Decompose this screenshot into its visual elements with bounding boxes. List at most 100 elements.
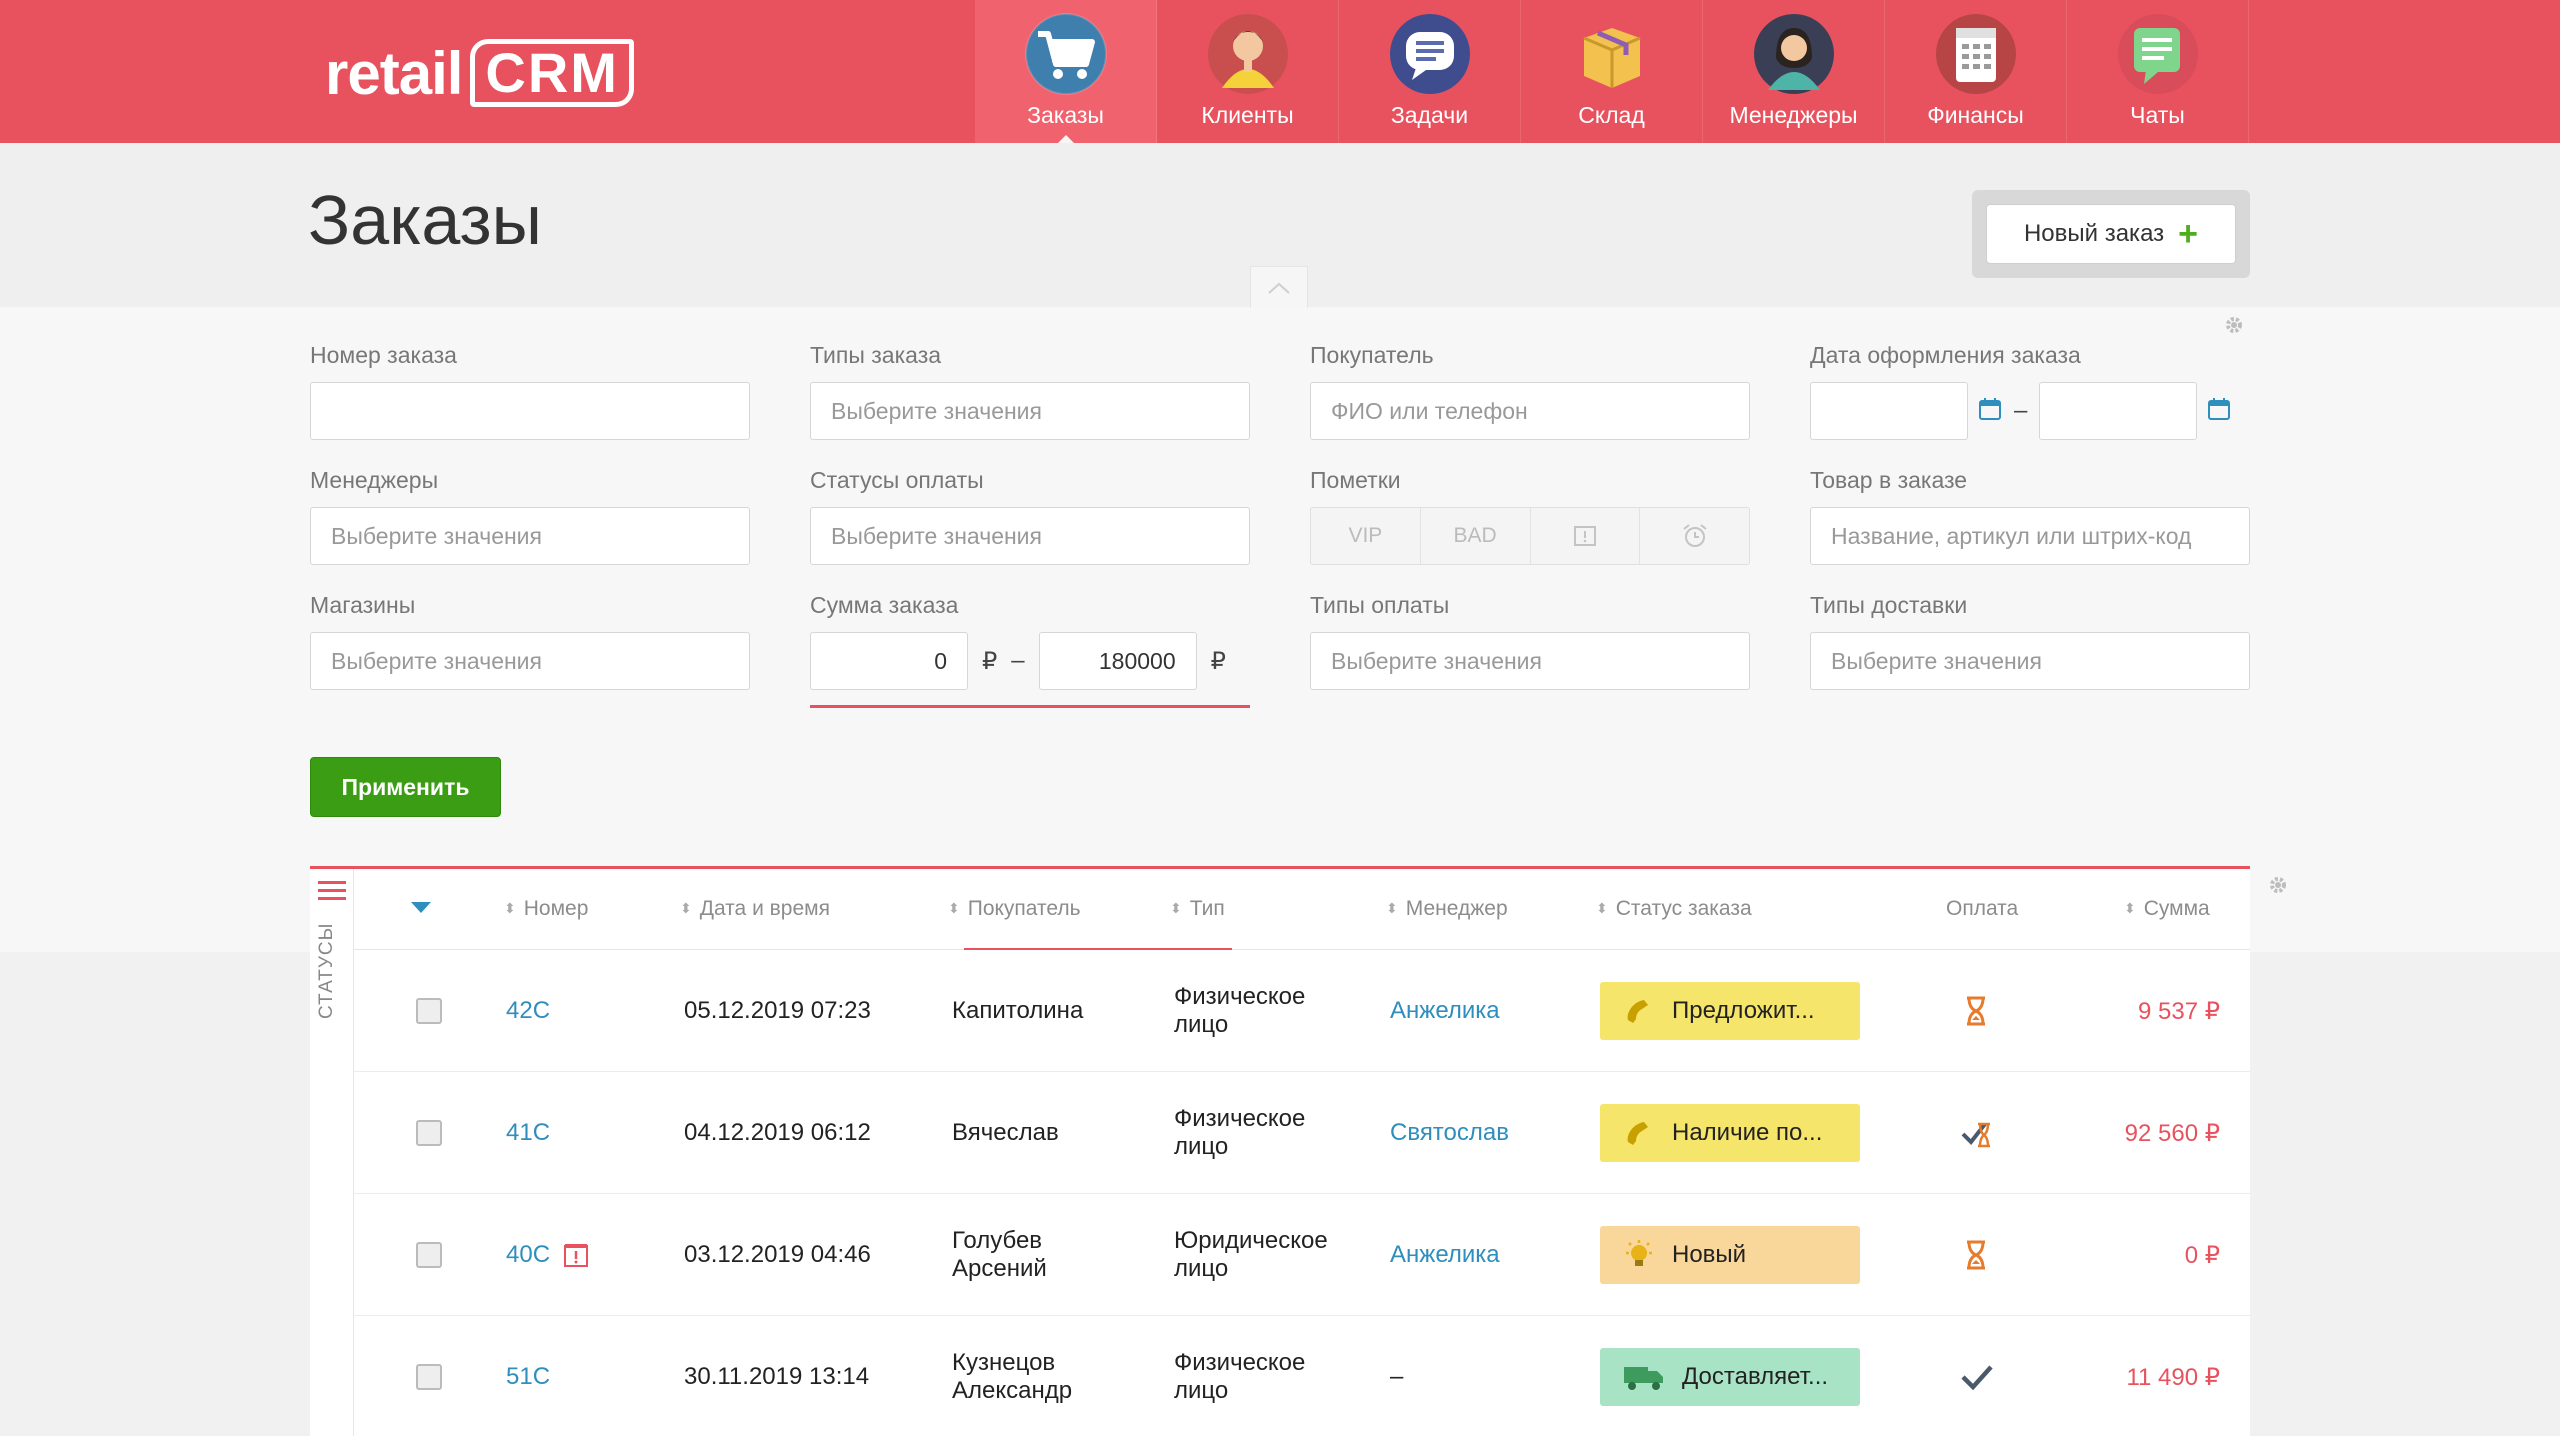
column-manager[interactable]: ⬍ Менеджер bbox=[1386, 897, 1508, 921]
row-checkbox[interactable] bbox=[416, 1194, 442, 1316]
table-row[interactable]: 41C 04.12.2019 06:12 Вячеслав Физическое… bbox=[354, 1072, 2250, 1194]
order-manager: – bbox=[1390, 1363, 1404, 1390]
caret-down-icon bbox=[411, 902, 431, 913]
select-column-toggle[interactable] bbox=[410, 897, 432, 921]
status-badge[interactable]: Доставляет... bbox=[1600, 1348, 1860, 1406]
plus-icon: + bbox=[2178, 215, 2199, 253]
retailcrm-logo[interactable]: retail CRM bbox=[325, 28, 634, 118]
new-order-button[interactable]: Новый заказ + bbox=[1986, 204, 2236, 264]
column-number[interactable]: ⬍ Номер bbox=[504, 897, 588, 921]
order-type: Физическое лицо bbox=[1174, 1349, 1306, 1404]
page-title: Заказы bbox=[308, 181, 542, 259]
nav-item-clients[interactable]: Клиенты bbox=[1157, 0, 1339, 143]
order-customer: Капитолина bbox=[952, 997, 1084, 1024]
column-status[interactable]: ⬍ Статус заказа bbox=[1596, 897, 1752, 921]
column-type[interactable]: ⬍ Тип bbox=[1170, 897, 1225, 921]
filter-order-sum: Сумма заказа 0 ₽ – 180000 ₽ bbox=[810, 592, 1250, 690]
order-type: Юридическое лицо bbox=[1174, 1227, 1328, 1282]
statuses-sidebar[interactable]: СТАТУСЫ bbox=[310, 869, 354, 1436]
order-status[interactable]: Новый bbox=[1600, 1194, 1860, 1316]
nav-item-warehouse[interactable]: Склад bbox=[1521, 0, 1703, 143]
column-label: Менеджер bbox=[1405, 897, 1508, 920]
calendar-icon[interactable] bbox=[1978, 397, 2002, 426]
filter-label: Типы заказа bbox=[810, 342, 942, 368]
column-datetime[interactable]: ⬍ Дата и время bbox=[680, 897, 830, 921]
order-manager-link[interactable]: Святослав bbox=[1390, 1119, 1509, 1146]
shops-select[interactable]: Выберите значения bbox=[310, 632, 750, 690]
new-order-label: Новый заказ bbox=[2023, 220, 2165, 247]
row-checkbox[interactable] bbox=[416, 1072, 442, 1194]
order-number-link[interactable]: 40C bbox=[506, 1241, 551, 1268]
order-manager-link[interactable]: Анжелика bbox=[1390, 1241, 1500, 1268]
column-customer[interactable]: ⬍ Покупатель bbox=[948, 897, 1081, 921]
order-number-link[interactable]: 42C bbox=[506, 997, 551, 1024]
filter-delivery-types: Типы доставки Выберите значения bbox=[1810, 592, 2250, 690]
managers-select[interactable]: Выберите значения bbox=[310, 507, 750, 565]
filter-label: Типы оплаты bbox=[1310, 592, 1450, 618]
table-row[interactable]: 42C 05.12.2019 07:23 Капитолина Физическ… bbox=[354, 950, 2250, 1072]
status-badge[interactable]: Предложит... bbox=[1600, 982, 1860, 1040]
row-checkbox[interactable] bbox=[416, 950, 442, 1072]
cart-icon bbox=[1024, 12, 1108, 96]
status-label: Новый bbox=[1672, 1241, 1747, 1268]
menu-icon[interactable] bbox=[318, 879, 346, 908]
mark-note-toggle[interactable] bbox=[1531, 508, 1641, 564]
truck-icon bbox=[1622, 1362, 1666, 1392]
delivery-types-select[interactable]: Выберите значения bbox=[1810, 632, 2250, 690]
nav-label: Клиенты bbox=[1201, 102, 1294, 128]
column-label: Статус заказа bbox=[1615, 897, 1752, 920]
order-types-select[interactable]: Выберите значения bbox=[810, 382, 1250, 440]
order-manager-link[interactable]: Анжелика bbox=[1390, 997, 1500, 1024]
sum-to-input[interactable]: 180000 bbox=[1038, 632, 1197, 690]
filter-label: Магазины bbox=[310, 592, 416, 618]
table-row[interactable]: 51C 30.11.2019 13:14 Кузнецов Александр … bbox=[354, 1316, 2250, 1436]
main-nav: Заказы Клиенты Задачи Склад Менеджеры bbox=[975, 0, 2249, 144]
column-sum[interactable]: ⬍ Сумма bbox=[2124, 897, 2210, 921]
apply-filters-button[interactable]: Применить bbox=[310, 757, 501, 817]
filter-label: Покупатель bbox=[1310, 342, 1434, 368]
date-to-input[interactable] bbox=[2039, 382, 2198, 440]
nav-item-finance[interactable]: Финансы bbox=[1885, 0, 2067, 143]
calendar-icon[interactable] bbox=[2207, 397, 2231, 426]
partial-paid-icon bbox=[1960, 1072, 1994, 1194]
gear-icon[interactable] bbox=[2224, 315, 2244, 340]
sum-separator: – bbox=[1011, 647, 1025, 674]
collapse-filters-tab[interactable] bbox=[1250, 266, 1308, 308]
filter-customer: Покупатель ФИО или телефон bbox=[1310, 342, 1750, 440]
row-checkbox[interactable] bbox=[416, 1316, 442, 1436]
check-icon bbox=[1960, 1316, 1994, 1436]
phone-icon bbox=[1622, 994, 1656, 1028]
column-label: Покупатель bbox=[967, 897, 1081, 920]
order-status[interactable]: Доставляет... bbox=[1600, 1316, 1860, 1436]
table-row[interactable]: 40C 03.12.2019 04:46 Голубев Арсений Юри… bbox=[354, 1194, 2250, 1316]
gear-icon[interactable] bbox=[2268, 875, 2288, 900]
sum-from-input[interactable]: 0 bbox=[810, 632, 968, 690]
filters-panel: Номер заказа Типы заказа Выберите значен… bbox=[0, 307, 2560, 952]
status-badge[interactable]: Новый bbox=[1600, 1226, 1860, 1284]
logo-text: retail bbox=[325, 39, 463, 107]
nav-item-chats[interactable]: Чаты bbox=[2067, 0, 2249, 143]
mark-reminder-toggle[interactable] bbox=[1640, 508, 1749, 564]
status-badge[interactable]: Наличие по... bbox=[1600, 1104, 1860, 1162]
nav-label: Менеджеры bbox=[1729, 102, 1858, 128]
nav-item-managers[interactable]: Менеджеры bbox=[1703, 0, 1885, 143]
nav-item-orders[interactable]: Заказы bbox=[975, 0, 1157, 144]
payment-types-select[interactable]: Выберите значения bbox=[1310, 632, 1750, 690]
date-from-input[interactable] bbox=[1810, 382, 1968, 440]
order-number-link[interactable]: 51C bbox=[506, 1363, 551, 1390]
order-customer: Кузнецов Александр bbox=[952, 1349, 1073, 1404]
order-number-link[interactable]: 41C bbox=[506, 1119, 551, 1146]
customer-input[interactable]: ФИО или телефон bbox=[1310, 382, 1750, 440]
filter-label: Сумма заказа bbox=[810, 592, 959, 618]
order-number-input[interactable] bbox=[310, 382, 750, 440]
client-icon bbox=[1206, 12, 1290, 96]
nav-label: Склад bbox=[1578, 102, 1645, 128]
warehouse-icon bbox=[1570, 12, 1654, 96]
product-input[interactable]: Название, артикул или штрих-код bbox=[1810, 507, 2250, 565]
nav-item-tasks[interactable]: Задачи bbox=[1339, 0, 1521, 143]
order-status[interactable]: Наличие по... bbox=[1600, 1072, 1860, 1194]
payment-statuses-select[interactable]: Выберите значения bbox=[810, 507, 1250, 565]
mark-vip-toggle[interactable]: VIP bbox=[1311, 508, 1421, 564]
mark-bad-toggle[interactable]: BAD bbox=[1421, 508, 1531, 564]
order-status[interactable]: Предложит... bbox=[1600, 950, 1860, 1072]
